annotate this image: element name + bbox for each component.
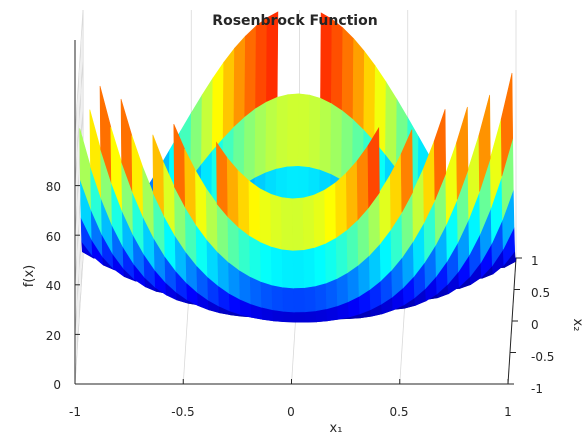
surface-patch	[324, 182, 337, 244]
surface-patch	[345, 160, 359, 231]
surface-patch	[282, 310, 296, 323]
y-tick-label: 1	[531, 254, 539, 268]
surface-patch	[292, 249, 305, 289]
surface-patch	[255, 17, 268, 110]
tick-marks	[74, 185, 522, 385]
x-axis-label: x₁	[330, 421, 343, 436]
z-tick-label: 0	[53, 378, 61, 392]
surface-patch	[282, 286, 295, 313]
surface-patch	[201, 77, 214, 166]
surface-patch	[222, 47, 235, 140]
x-tick-label: -0.5	[171, 405, 194, 419]
surface-patch	[293, 311, 307, 323]
surface-patch	[276, 94, 289, 170]
surface-patch	[325, 278, 338, 310]
surface-patch	[280, 197, 294, 251]
y-tick-label: -1	[531, 382, 543, 396]
y-tick-label: -0.5	[531, 350, 554, 364]
x-tick-label: 0	[287, 405, 295, 419]
surface-patch	[363, 50, 376, 143]
surface-patch	[314, 242, 327, 287]
chart-title: Rosenbrock Function	[212, 13, 377, 29]
x-tick-label: 0.5	[389, 405, 408, 419]
surface-patch	[352, 37, 365, 132]
surface-patch	[330, 18, 344, 112]
surface-patch	[324, 237, 338, 284]
z-tick-label: 80	[46, 180, 61, 194]
surface-patch	[500, 72, 514, 177]
surface-patch	[330, 103, 343, 181]
y-tick-label: 0.5	[531, 286, 550, 300]
surface-patch	[259, 188, 272, 247]
surface-patch	[286, 93, 300, 168]
z-tick-label: 60	[46, 230, 61, 244]
y-axis-label: x₂	[570, 319, 583, 332]
surface-patch	[265, 96, 278, 174]
surface-patch	[270, 193, 283, 250]
surface-patch	[211, 61, 225, 153]
surface-patch	[433, 109, 447, 201]
z-tick-label: 40	[46, 279, 61, 293]
surface-patch	[293, 287, 306, 313]
y-tick-label: 0	[531, 318, 539, 332]
surface-patch	[478, 94, 491, 192]
surface-patch	[270, 246, 284, 288]
surface-patch	[254, 101, 267, 179]
surface-patch	[456, 106, 469, 200]
surface-patch	[314, 282, 327, 312]
surface-patch	[302, 194, 315, 251]
surface-patch	[341, 27, 354, 121]
surface-patch	[297, 93, 311, 168]
surface-patch	[243, 108, 256, 186]
surface-patch	[400, 129, 413, 213]
surface-patch	[272, 309, 285, 323]
surface-patch	[249, 235, 262, 282]
grid-line	[74, 257, 84, 385]
surface-patch	[304, 310, 317, 323]
surface-patch	[281, 248, 294, 289]
surface-patch	[237, 169, 250, 237]
surface-patch	[335, 172, 348, 239]
surface-patch	[385, 81, 398, 170]
surface-patch	[291, 197, 305, 251]
surface-patch	[313, 189, 326, 248]
surface-patch	[319, 97, 332, 175]
surface-patch	[260, 281, 273, 311]
x-tick-label: -1	[69, 405, 81, 419]
surface-patch	[335, 229, 348, 280]
surface-patch	[260, 241, 273, 286]
z-axis-label: f(x)	[22, 265, 37, 287]
surface-patch	[244, 25, 257, 118]
surface-patch	[303, 285, 317, 313]
x-tick-label: 1	[504, 405, 512, 419]
surface-patch	[248, 180, 261, 243]
surface-patch	[271, 284, 284, 312]
surface-patch	[308, 94, 321, 171]
surface-patch	[233, 35, 246, 128]
surface-patch	[367, 126, 380, 209]
z-tick-label: 20	[46, 329, 61, 343]
surface-mesh	[79, 11, 517, 323]
surface-patch	[303, 247, 316, 288]
